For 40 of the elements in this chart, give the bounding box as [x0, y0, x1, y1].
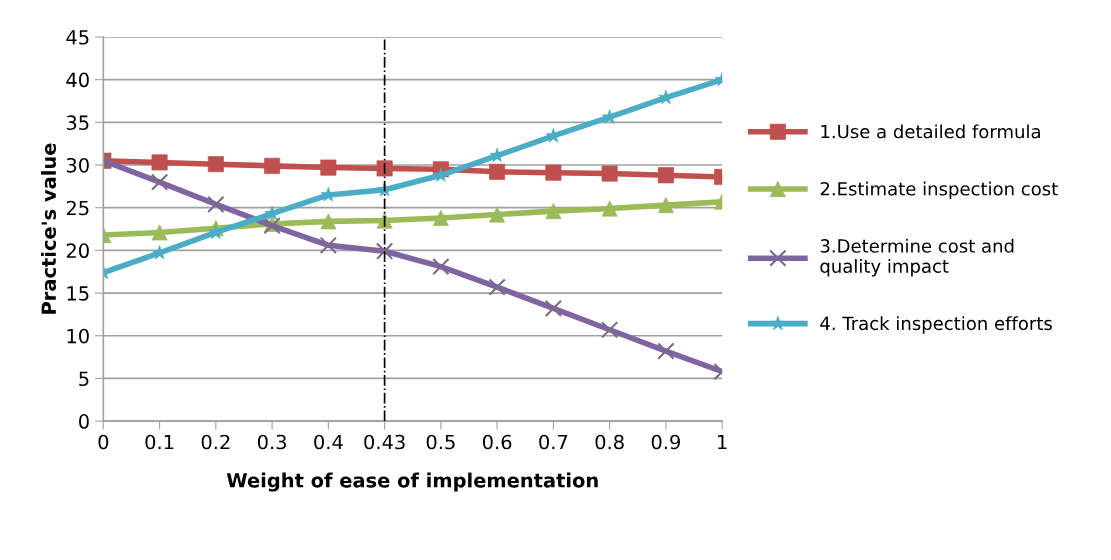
x-tick-label: 0.1	[145, 434, 174, 450]
point	[600, 321, 619, 339]
point	[264, 157, 281, 174]
x-tick-label: 1	[718, 434, 727, 450]
y-tick-label: 10	[67, 328, 89, 344]
legend-label: 2.Estimate inspection cost	[820, 181, 1058, 200]
point	[375, 242, 394, 260]
point	[657, 167, 674, 184]
y-tick-label: 5	[79, 371, 89, 387]
x-axis-title: Weight of ease of implementation	[226, 472, 598, 492]
y-tick-label: 35	[66, 115, 89, 130]
y-tick-label: 25	[66, 200, 89, 216]
x-tick-label: 0.9	[651, 434, 680, 450]
point	[320, 213, 337, 230]
point	[207, 195, 225, 213]
y-tick-label: 15	[67, 286, 89, 301]
point	[657, 342, 675, 360]
point	[319, 236, 338, 254]
x-tick-label: 0.43	[364, 434, 405, 450]
point	[544, 299, 563, 318]
x-tick-label: 0.3	[257, 434, 286, 450]
y-tick-label: 0	[79, 414, 89, 429]
legend-label: 4. Track inspection efforts	[820, 316, 1052, 334]
y-axis-title: Practice's value	[41, 143, 57, 314]
y-tick-label: 45	[66, 30, 89, 45]
point	[432, 257, 450, 276]
x-tick-label: 0.8	[595, 434, 624, 450]
legend-label: 1.Use a detailed formula	[821, 124, 1040, 139]
y-tick-label: 40	[66, 72, 89, 88]
legend-label: 3.Determine cost and quality impact	[820, 238, 1014, 277]
x-tick-label: 0.5	[426, 434, 455, 450]
point	[488, 278, 506, 296]
y-tick-label: 30	[66, 157, 89, 173]
x-tick-label: 0	[98, 434, 109, 450]
point	[150, 173, 169, 191]
x-tick-label: 0.6	[482, 434, 512, 450]
x-tick-label: 0.7	[539, 434, 568, 450]
x-tick-label: 0.4	[314, 434, 343, 450]
x-tick-label: 0.2	[201, 434, 230, 450]
y-tick-label: 20	[66, 243, 89, 259]
